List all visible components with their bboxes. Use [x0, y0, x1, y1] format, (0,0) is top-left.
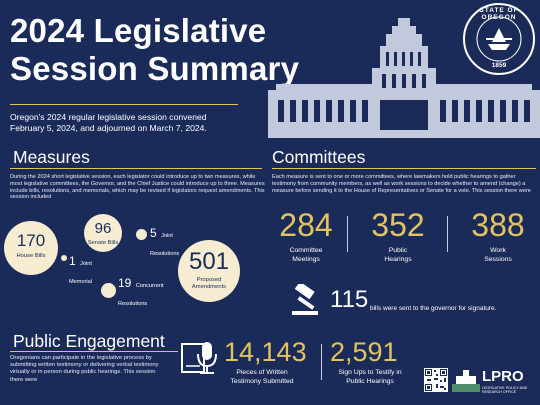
- page-title: 2024 Legislative Session Summary: [10, 12, 299, 88]
- public-hearings-stat: 352 Public Hearings: [360, 208, 436, 264]
- concurrent-resolutions-value: 19: [118, 276, 132, 290]
- senate-bills-bubble: 96 Senate Bills: [84, 214, 122, 252]
- public-hearings-label: Public Hearings: [384, 247, 412, 263]
- committee-meetings-stat: 284 Committee Meetings: [268, 208, 344, 264]
- concurrent-resolutions-stat: 19 Concurrent Resolutions: [118, 274, 168, 310]
- joint-memorial-stat: 1 Joint Memorial: [69, 252, 109, 288]
- joint-resolutions-value: 5: [150, 226, 157, 240]
- written-testimony-stat: 14,143 Pieces of Written Testimony Submi…: [224, 338, 314, 386]
- proposed-amendments-label: Proposed Amendments: [191, 277, 227, 290]
- bills-sent-label: bills were sent to the governor for sign…: [370, 305, 497, 312]
- written-testimony-label: Pieces of Written Testimony Submitted: [230, 369, 294, 385]
- qr-code-icon[interactable]: [424, 368, 448, 392]
- seal-year: 1859: [491, 62, 507, 69]
- measures-divider: [10, 168, 262, 169]
- joint-memorial-dot: [61, 255, 67, 261]
- concurrent-resolutions-label: Concurrent Resolutions: [118, 283, 164, 307]
- house-bills-label: House Bills: [16, 253, 46, 259]
- public-hearings-value: 352: [371, 207, 425, 243]
- concurrent-resolutions-dot: [101, 283, 116, 298]
- senate-bills-label: Senate Bills: [87, 240, 119, 246]
- engagement-paragraph: Oregonians can participate in the legisl…: [10, 355, 159, 383]
- work-sessions-label: Work Sessions: [484, 247, 512, 263]
- gavel-icon: [292, 284, 318, 315]
- stat-divider: [447, 216, 448, 252]
- proposed-amendments-bubble: 501 Proposed Amendments: [178, 240, 240, 302]
- committees-heading: Committees: [272, 147, 366, 167]
- bills-sent-value: 115: [330, 286, 369, 313]
- joint-resolutions-dot: [136, 229, 147, 240]
- engagement-divider-line: [321, 344, 322, 380]
- state-seal-icon: STATE OF OREGON 1859: [462, 2, 536, 76]
- joint-resolutions-stat: 5 Joint Resolutions: [150, 224, 198, 260]
- title-divider: [10, 104, 238, 105]
- logo-subtitle: LEGISLATIVE POLICY AND RESEARCH OFFICE: [482, 386, 528, 395]
- joint-memorial-label: Joint Memorial: [69, 261, 93, 285]
- title-line-2: Session Summary: [10, 50, 300, 87]
- testify-signups-label: Sign Ups to Testify in Public Hearings: [338, 369, 402, 385]
- written-testimony-value: 14,143: [224, 337, 307, 367]
- joint-resolutions-label: Joint Resolutions: [150, 233, 180, 257]
- committees-paragraph: Each measure is sent to one or more comm…: [272, 174, 531, 194]
- joint-memorial-value: 1: [69, 254, 76, 268]
- work-sessions-stat: 388 Work Sessions: [460, 208, 536, 264]
- committee-meetings-value: 284: [279, 207, 333, 243]
- house-bills-value: 170: [16, 231, 46, 250]
- engagement-divider: [10, 351, 178, 352]
- seal-text: STATE OF OREGON: [479, 7, 519, 21]
- intro-text: Oregon's 2024 regular legislative sessio…: [10, 112, 207, 133]
- measures-paragraph: During the 2024 short legislative sessio…: [10, 174, 265, 201]
- work-sessions-value: 388: [471, 207, 525, 243]
- title-line-1: 2024 Legislative: [10, 12, 267, 49]
- house-bills-bubble: 170 House Bills: [4, 221, 58, 275]
- senate-bills-value: 96: [94, 220, 112, 237]
- committee-meetings-label: Committee Meetings: [289, 247, 323, 263]
- stat-divider: [347, 216, 348, 252]
- microphone-document-icon: [181, 342, 217, 374]
- measures-heading: Measures: [13, 147, 90, 167]
- testify-signups-stat: 2,591 Sign Ups to Testify in Public Hear…: [330, 338, 410, 386]
- testify-signups-value: 2,591: [330, 337, 398, 367]
- logo-name: LPRO: [482, 368, 524, 385]
- engagement-heading: Public Engagement: [13, 331, 165, 351]
- proposed-amendments-value: 501: [188, 248, 230, 275]
- lpro-logo-icon: LPRO LEGISLATIVE POLICY AND RESEARCH OFF…: [452, 368, 538, 398]
- capitol-building-icon: [268, 18, 540, 138]
- committees-divider: [272, 168, 536, 169]
